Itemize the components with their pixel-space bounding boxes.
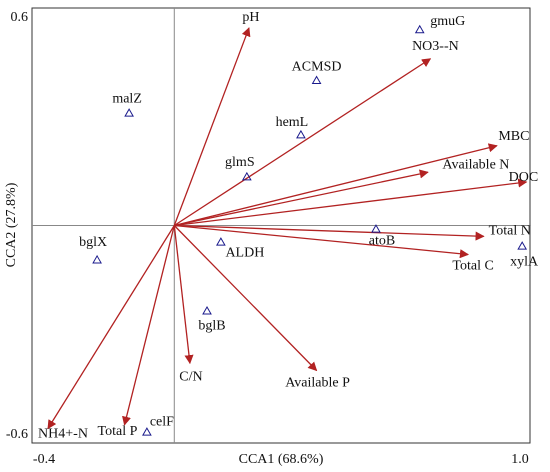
y-axis-title: CCA2 (27.8%) bbox=[4, 182, 19, 267]
env-arrow bbox=[174, 169, 429, 227]
env-label: C/N bbox=[179, 369, 202, 384]
species-point bbox=[414, 24, 425, 34]
env-label: MBC bbox=[498, 129, 529, 144]
species-point bbox=[517, 241, 528, 250]
env-label: DOC bbox=[509, 170, 539, 185]
species-point bbox=[311, 75, 322, 84]
env-label: Total P bbox=[98, 424, 138, 439]
y-tick-label: 0.6 bbox=[11, 10, 29, 25]
species-point bbox=[216, 237, 226, 246]
env-arrow bbox=[173, 225, 194, 365]
species-label: bglX bbox=[79, 235, 107, 250]
y-tick-label: -0.6 bbox=[6, 427, 28, 442]
species-point bbox=[241, 171, 252, 181]
x-tick-label: -0.4 bbox=[33, 452, 55, 467]
env-arrow bbox=[173, 225, 318, 372]
species-label: atoB bbox=[369, 233, 395, 248]
env-label: Available N bbox=[442, 157, 509, 172]
x-tick-label: 1.0 bbox=[511, 452, 529, 467]
species-label: ACMSD bbox=[292, 60, 342, 75]
species-label: glmS bbox=[225, 155, 255, 170]
species-label: hemL bbox=[276, 115, 309, 130]
x-axis-title: CCA1 (68.6%) bbox=[239, 452, 324, 467]
species-point bbox=[124, 108, 134, 117]
env-arrow bbox=[47, 225, 175, 430]
env-arrow bbox=[174, 224, 485, 241]
species-point bbox=[142, 427, 152, 436]
species-point bbox=[371, 224, 381, 233]
env-label: Total N bbox=[489, 224, 531, 239]
species-label: gmuG bbox=[430, 14, 465, 29]
species-label: malZ bbox=[112, 91, 142, 106]
species-point bbox=[202, 306, 212, 315]
env-arrow bbox=[173, 58, 432, 227]
species-point bbox=[92, 254, 102, 264]
species-label: ALDH bbox=[225, 245, 264, 260]
env-label: NH4+-N bbox=[38, 427, 88, 442]
species-label: bglB bbox=[198, 318, 225, 333]
env-arrow bbox=[173, 27, 251, 226]
env-label: Total C bbox=[452, 259, 493, 274]
env-arrow bbox=[174, 178, 528, 227]
env-arrow bbox=[174, 224, 470, 259]
env-label: NO3--N bbox=[412, 39, 459, 54]
species-label: celF bbox=[150, 414, 174, 429]
env-label: pH bbox=[242, 10, 259, 25]
species-label: xylA bbox=[510, 254, 539, 269]
species-point bbox=[296, 129, 306, 139]
env-arrow bbox=[122, 225, 175, 426]
env-label: Available P bbox=[285, 376, 350, 391]
env-arrow bbox=[174, 143, 498, 227]
